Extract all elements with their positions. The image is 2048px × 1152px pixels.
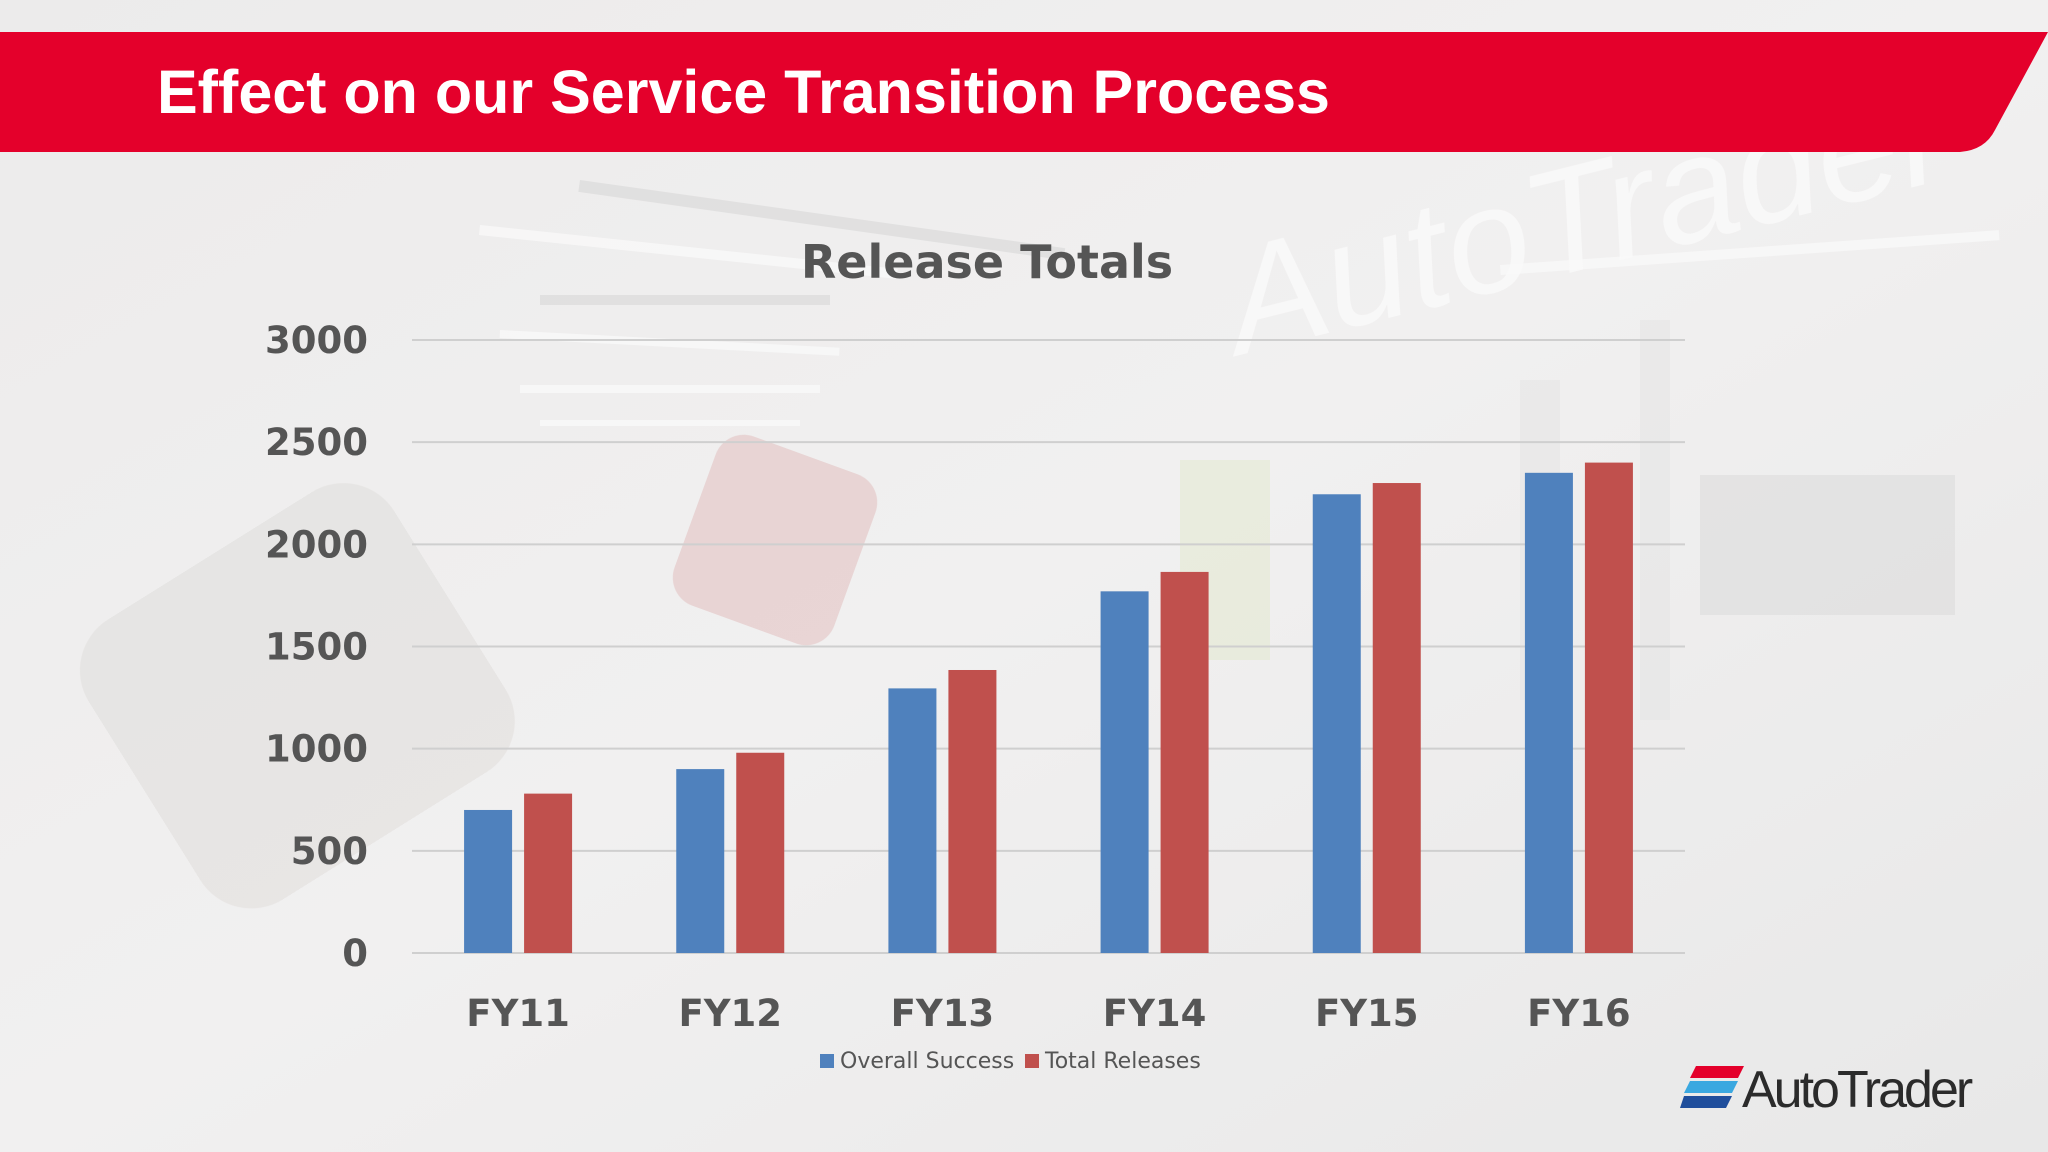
y-tick-label: 1000 <box>265 728 368 771</box>
y-tick-label: 500 <box>291 830 368 873</box>
y-tick-label: 2000 <box>265 523 368 566</box>
y-tick-label: 2500 <box>265 421 368 464</box>
header-banner <box>0 32 2048 152</box>
bar-overall-success-fy15 <box>1312 494 1361 953</box>
autotrader-logo: AutoTrader <box>1680 1060 2010 1120</box>
bar-total-releases-fy13 <box>948 669 997 953</box>
bar-total-releases-fy16 <box>1584 462 1633 953</box>
bar-total-releases-fy12 <box>736 752 785 953</box>
autotrader-logo-text: AutoTrader <box>1742 1061 1973 1119</box>
autotrader-logo-icon <box>1680 1066 1744 1108</box>
y-tick-label: 3000 <box>265 319 368 362</box>
slide-title: Effect on our Service Transition Process <box>157 58 1330 126</box>
bar-overall-success-fy12 <box>676 769 725 953</box>
bar-overall-success-fy16 <box>1524 472 1573 953</box>
x-tick-label: FY13 <box>891 992 995 1035</box>
bar-overall-success-fy14 <box>1100 591 1149 953</box>
x-tick-label: FY16 <box>1527 992 1631 1035</box>
legend-label: Overall Success <box>840 1049 1014 1074</box>
bar-total-releases-fy11 <box>524 793 573 953</box>
bar-overall-success-fy11 <box>464 809 513 953</box>
bar-total-releases-fy14 <box>1160 571 1209 953</box>
bar-overall-success-fy13 <box>888 688 937 953</box>
x-tick-label: FY15 <box>1315 992 1419 1035</box>
x-tick-label: FY11 <box>466 992 570 1035</box>
x-tick-label: FY12 <box>678 992 782 1035</box>
legend-swatch <box>1025 1054 1039 1068</box>
y-tick-label: 1500 <box>265 626 368 669</box>
x-tick-label: FY14 <box>1103 992 1207 1035</box>
bar-total-releases-fy15 <box>1372 483 1421 953</box>
y-tick-label: 0 <box>342 932 368 975</box>
legend-label: Total Releases <box>1044 1049 1201 1074</box>
chart-title: Release Totals <box>801 235 1173 289</box>
legend-swatch <box>820 1054 834 1068</box>
